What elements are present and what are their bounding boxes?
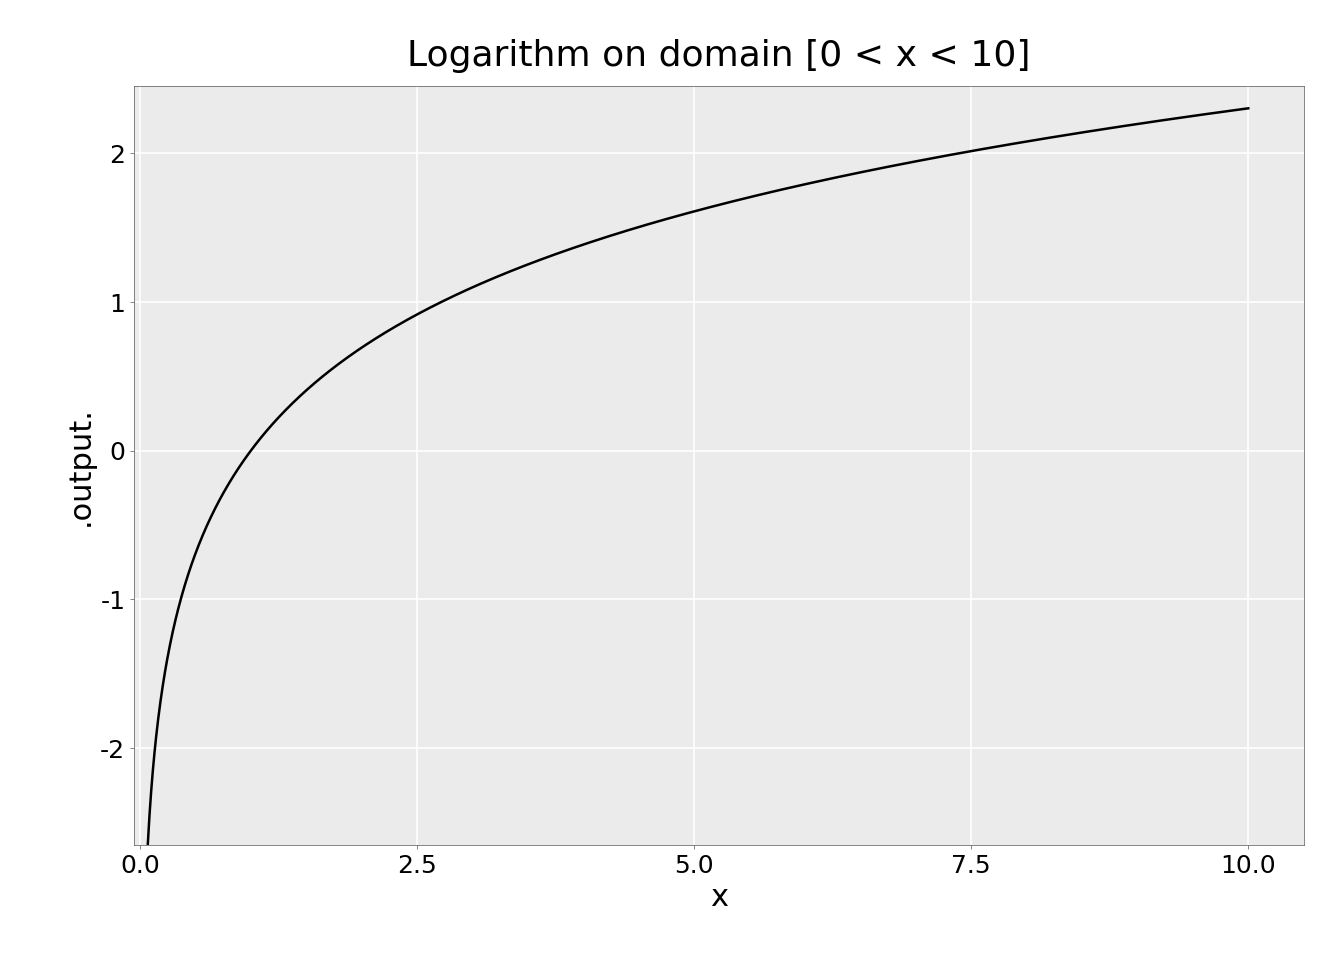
Y-axis label: .output.: .output. xyxy=(66,406,94,525)
X-axis label: x: x xyxy=(710,883,728,912)
Title: Logarithm on domain [0 < x < 10]: Logarithm on domain [0 < x < 10] xyxy=(407,38,1031,73)
